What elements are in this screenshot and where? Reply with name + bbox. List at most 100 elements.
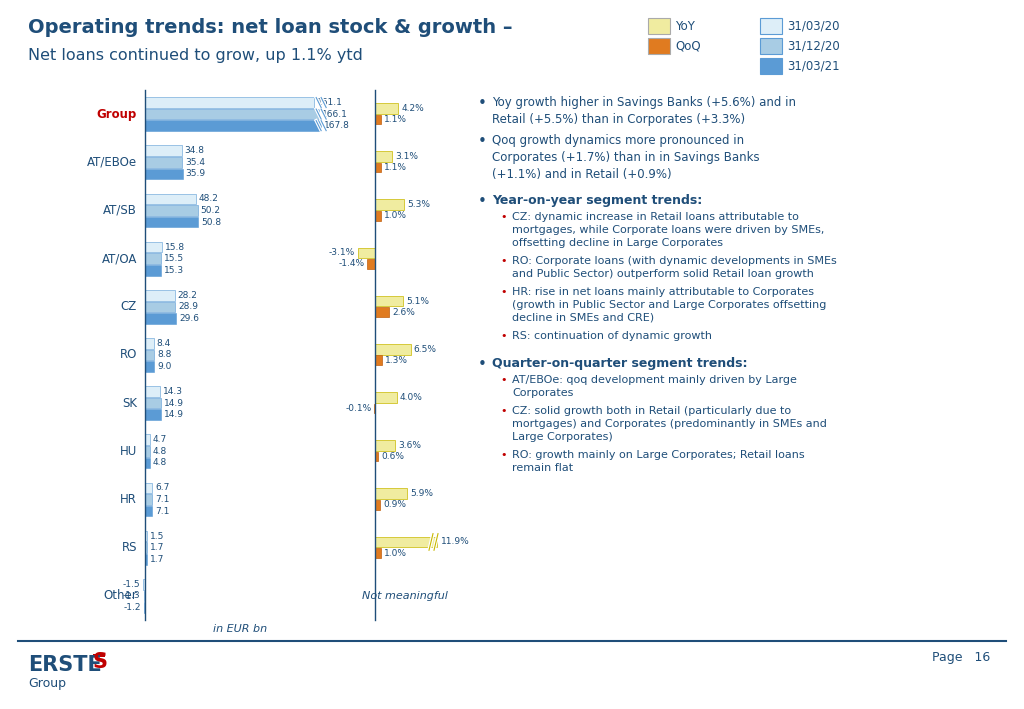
Text: 7.1: 7.1 [156, 495, 170, 504]
Text: 8.4: 8.4 [157, 339, 171, 348]
Text: AT/OA: AT/OA [101, 252, 137, 265]
Text: Quarter-on-quarter segment trends:: Quarter-on-quarter segment trends: [492, 357, 748, 370]
Text: -3.1%: -3.1% [329, 248, 355, 257]
Bar [145, 265, 161, 276]
Bar [375, 489, 408, 499]
Text: Yoy growth higher in Savings Banks (+5.6%) and in
Retail (+5.5%) than in Corpora: Yoy growth higher in Savings Banks (+5.6… [492, 96, 796, 126]
Bar [375, 500, 380, 510]
Bar [375, 452, 378, 462]
Text: 28.2: 28.2 [177, 291, 198, 300]
Text: 34.8: 34.8 [184, 146, 205, 155]
Text: •: • [500, 331, 507, 341]
Text: 50.8: 50.8 [202, 218, 221, 226]
Bar [145, 121, 322, 131]
Bar [375, 355, 382, 365]
Bar [143, 591, 145, 601]
Text: •: • [500, 256, 507, 266]
Bar [648, 38, 670, 54]
Text: AT/EBOe: qoq development mainly driven by Large
Corporates: AT/EBOe: qoq development mainly driven b… [512, 375, 797, 398]
Text: Net loans continued to grow, up 1.1% ytd: Net loans continued to grow, up 1.1% ytd [28, 48, 362, 63]
Text: -1.3: -1.3 [123, 591, 140, 601]
Text: 4.8: 4.8 [153, 459, 167, 467]
Text: RS: continuation of dynamic growth: RS: continuation of dynamic growth [512, 331, 712, 341]
Text: QoQ: QoQ [675, 40, 700, 52]
Bar [375, 537, 437, 547]
Text: 50.2: 50.2 [201, 206, 221, 215]
Text: Not meaningful: Not meaningful [362, 591, 447, 601]
Bar [145, 542, 146, 553]
Text: -1.2: -1.2 [123, 603, 140, 612]
Bar [145, 253, 161, 264]
Text: 4.0%: 4.0% [400, 393, 423, 402]
Text: 161.1: 161.1 [317, 98, 343, 107]
Bar [143, 602, 145, 613]
Bar [145, 506, 153, 516]
Bar [145, 531, 146, 542]
Text: 1.1%: 1.1% [384, 115, 408, 124]
Text: Operating trends: net loan stock & growth –: Operating trends: net loan stock & growt… [28, 18, 512, 37]
Bar [145, 169, 182, 179]
Text: 31/03/20: 31/03/20 [787, 20, 840, 33]
Bar [375, 307, 389, 317]
Text: 15.5: 15.5 [164, 254, 184, 263]
Text: Year-on-year segment trends:: Year-on-year segment trends: [492, 194, 702, 207]
Bar [145, 446, 151, 457]
Text: •: • [478, 357, 486, 372]
Text: CZ: solid growth both in Retail (particularly due to
mortgages) and Corporates (: CZ: solid growth both in Retail (particu… [512, 406, 826, 442]
Text: 31/12/20: 31/12/20 [787, 40, 840, 52]
Text: YoY: YoY [675, 20, 695, 33]
Bar [375, 151, 392, 162]
Text: SK: SK [122, 396, 137, 410]
Text: 3.1%: 3.1% [395, 152, 418, 161]
Bar [375, 199, 404, 210]
Text: HR: rise in net loans mainly attributable to Corporates
(growth in Public Sector: HR: rise in net loans mainly attributabl… [512, 287, 826, 323]
Bar [145, 362, 155, 372]
Bar [145, 386, 160, 397]
Text: 48.2: 48.2 [199, 194, 218, 203]
Text: 6.7: 6.7 [155, 484, 169, 493]
Text: 5.1%: 5.1% [407, 296, 429, 306]
Text: RO: growth mainly on Large Corporates; Retail loans
remain flat: RO: growth mainly on Large Corporates; R… [512, 450, 805, 473]
Text: •: • [500, 406, 507, 416]
Text: HU: HU [120, 445, 137, 458]
Text: •: • [500, 287, 507, 297]
Text: 14.9: 14.9 [164, 398, 183, 408]
Text: 28.9: 28.9 [178, 302, 199, 311]
Bar [375, 344, 411, 354]
Bar [145, 398, 161, 408]
Text: 8.8: 8.8 [158, 350, 172, 359]
Bar [145, 145, 181, 156]
Text: 7.1: 7.1 [156, 507, 170, 515]
Text: 1.0%: 1.0% [384, 211, 407, 220]
Text: AT/EBOe: AT/EBOe [87, 156, 137, 169]
Text: 4.8: 4.8 [153, 447, 167, 456]
Bar [145, 457, 151, 468]
Text: 15.3: 15.3 [164, 266, 184, 274]
Text: 29.6: 29.6 [179, 314, 199, 323]
Text: •: • [500, 212, 507, 222]
Text: -1.4%: -1.4% [338, 259, 365, 269]
Text: •: • [478, 96, 486, 111]
Text: •: • [500, 375, 507, 385]
Bar [145, 494, 153, 505]
Text: 35.9: 35.9 [185, 169, 206, 179]
Bar [368, 259, 375, 269]
Text: 1.7: 1.7 [150, 554, 164, 564]
Bar [145, 483, 152, 493]
Text: RO: Corporate loans (with dynamic developments in SMEs
and Public Sector) outper: RO: Corporate loans (with dynamic develo… [512, 256, 837, 279]
Bar [145, 242, 162, 252]
Text: 14.9: 14.9 [164, 411, 183, 419]
Text: 1.0%: 1.0% [384, 549, 407, 557]
Text: 1.1%: 1.1% [384, 163, 408, 172]
Text: •: • [478, 134, 486, 149]
Text: ERSTE: ERSTE [28, 655, 101, 675]
Bar [375, 163, 381, 172]
Bar [760, 18, 782, 34]
Bar [145, 108, 319, 119]
Text: 4.7: 4.7 [153, 435, 167, 445]
Bar [760, 58, 782, 74]
Bar [760, 38, 782, 54]
Text: Other: Other [103, 589, 137, 603]
Text: 167.8: 167.8 [325, 121, 350, 130]
Text: 1.7: 1.7 [150, 543, 164, 552]
